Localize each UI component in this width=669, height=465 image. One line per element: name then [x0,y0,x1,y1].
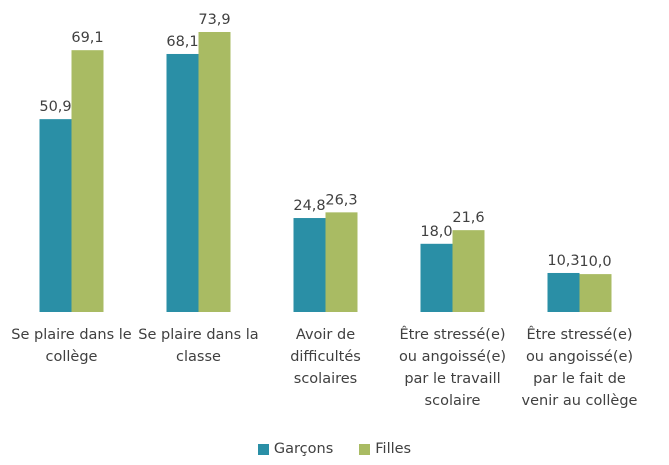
x-tick-label: Se plaire dans la classe [138,327,259,365]
data-label: 50,9 [39,99,71,115]
data-label: 21,6 [452,210,484,226]
bar [325,212,358,312]
legend-item: Garçons [257,441,334,457]
legend-item: Filles [359,441,411,457]
bar [293,218,326,312]
x-tick-label: Être stressé(e) ou angoissé(e) par le tr… [398,327,507,409]
data-label: 10,3 [547,253,579,269]
bar [39,119,72,312]
data-label: 69,1 [71,30,103,46]
bar [452,230,485,312]
legend-label: Garçons [273,441,334,457]
data-label: 26,3 [325,192,357,208]
legend-swatch [257,443,269,455]
data-label: 24,8 [293,198,325,214]
x-tick-label: Se plaire dans le collège [11,327,132,365]
bar [547,272,580,312]
data-label: 10,0 [579,254,611,270]
bar [166,53,199,312]
bar [198,32,231,312]
x-tick-label: Avoir de difficultés scolaires [290,327,361,387]
legend-label: Filles [375,441,412,457]
legend: Garçons Filles [0,441,669,457]
legend-swatch [359,443,371,455]
data-label: 68,1 [166,34,198,50]
data-label: 73,9 [198,12,230,28]
bar [579,274,612,312]
bar [420,243,453,312]
bar [71,50,104,312]
x-tick-label: Être stressé(e) ou angoissé(e) par le fa… [521,327,638,409]
data-label: 18,0 [420,224,452,240]
